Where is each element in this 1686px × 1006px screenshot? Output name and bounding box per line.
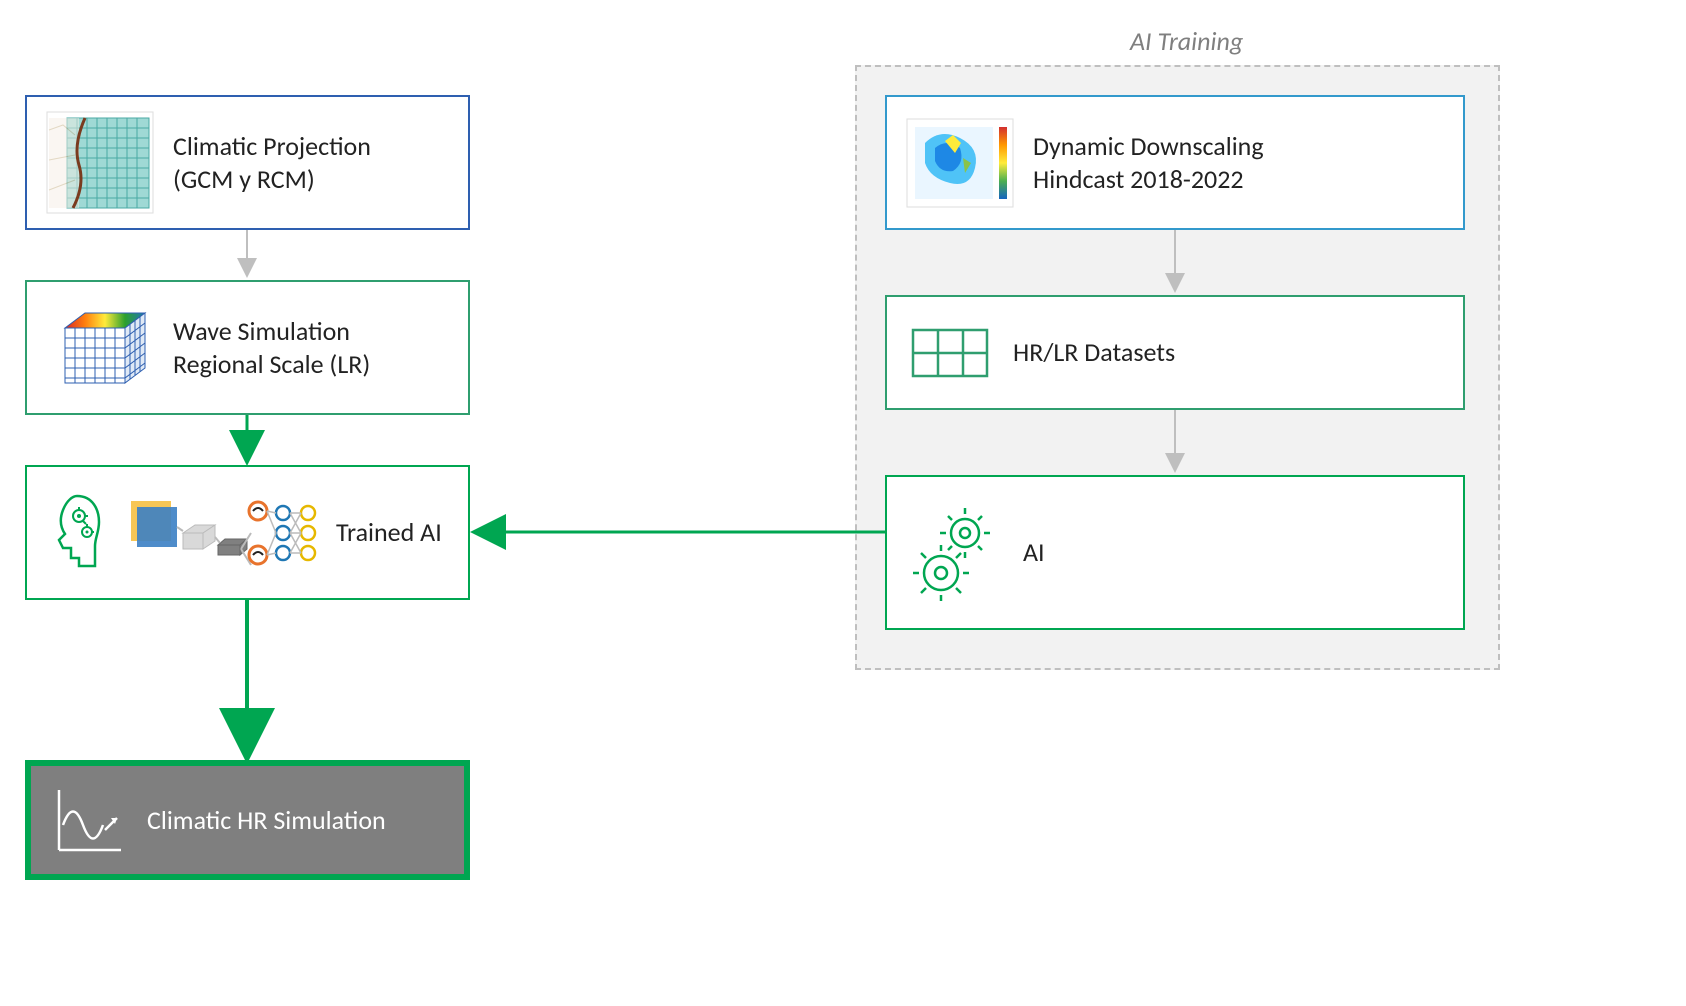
text-line2: Regional Scale (LR) (173, 348, 370, 380)
wave-chart-icon (49, 780, 129, 860)
node-label: Climatic Projection (GCM y RCM) (173, 130, 371, 195)
node-ai: AI (885, 475, 1465, 630)
heatmap-icon (905, 113, 1015, 213)
node-label: HR/LR Datasets (1013, 336, 1175, 369)
node-climatic-hr: Climatic HR Simulation (25, 760, 470, 880)
ai-training-title: AI Training (1130, 25, 1243, 57)
text-line1: Climatic Projection (173, 130, 371, 162)
text-line2: (GCM y RCM) (173, 163, 315, 195)
neural-network-icon (123, 483, 318, 583)
brain-head-icon (45, 488, 105, 578)
node-trained-ai: Trained AI (25, 465, 470, 600)
node-label: Wave Simulation Regional Scale (LR) (173, 315, 370, 380)
node-hrlr-datasets: HR/LR Datasets (885, 295, 1465, 410)
node-climatic-projection: Climatic Projection (GCM y RCM) (25, 95, 470, 230)
node-wave-simulation: Wave Simulation Regional Scale (LR) (25, 280, 470, 415)
text-line2: Hindcast 2018-2022 (1033, 163, 1244, 195)
text-line1: Dynamic Downscaling (1033, 130, 1264, 162)
grid-projection-icon (45, 110, 155, 215)
text-line1: Climatic HR Simulation (147, 804, 386, 836)
text-line1: Wave Simulation (173, 315, 350, 347)
node-label: AI (1023, 536, 1045, 569)
text-line1: Trained AI (336, 516, 442, 548)
node-dynamic-downscaling: Dynamic Downscaling Hindcast 2018-2022 (885, 95, 1465, 230)
table-grid-icon (905, 318, 995, 388)
node-label: Dynamic Downscaling Hindcast 2018-2022 (1033, 130, 1264, 195)
node-label: Climatic HR Simulation (147, 804, 386, 837)
data-cube-icon (45, 298, 155, 398)
text-line1: AI (1023, 536, 1045, 568)
gears-icon (905, 498, 1005, 608)
text-line1: HR/LR Datasets (1013, 336, 1175, 368)
node-label: Trained AI (336, 516, 442, 549)
